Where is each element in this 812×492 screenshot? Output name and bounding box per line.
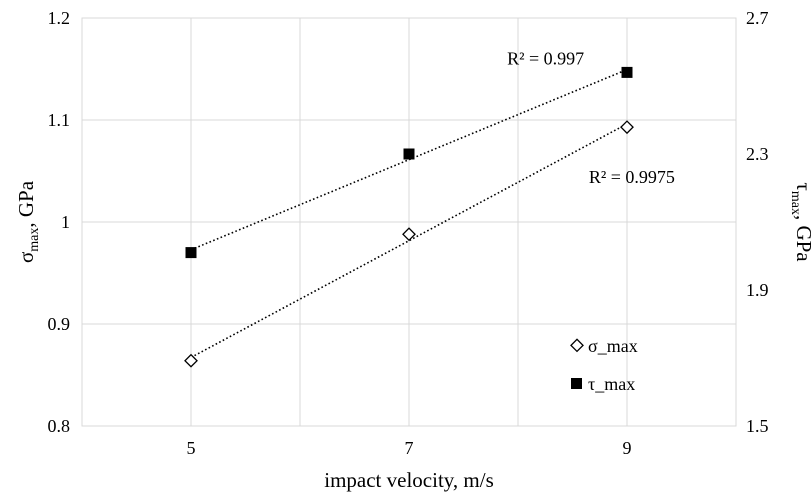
data-markers xyxy=(184,66,634,368)
plot-area-border xyxy=(81,17,737,427)
y-left-tick-label: 0.8 xyxy=(48,416,71,436)
r2-label-sigma: R² = 0.9975 xyxy=(589,167,675,187)
y-right-tick-label: 1.9 xyxy=(746,280,769,300)
x-tick-label: 7 xyxy=(405,438,414,458)
trendline-tau xyxy=(190,68,628,251)
y-left-tick-label: 1.1 xyxy=(48,110,71,130)
gridlines xyxy=(82,17,736,427)
trendline-sigma xyxy=(190,123,628,359)
tau-point xyxy=(185,247,197,259)
y-right-tick-label: 2.3 xyxy=(746,144,769,164)
legend-marker-tau xyxy=(571,378,582,389)
x-tick-labels: 5 7 9 xyxy=(187,438,632,458)
y-right-tick-labels: 1.5 1.9 2.3 2.7 xyxy=(746,8,769,436)
y-left-axis-title: σmax, GPa xyxy=(14,180,42,263)
sigma-point xyxy=(402,227,416,242)
sigma-point xyxy=(620,120,634,135)
trendlines xyxy=(190,68,628,359)
sigma-point xyxy=(184,353,198,368)
legend-marker-sigma xyxy=(570,338,584,353)
y-left-tick-label: 1 xyxy=(61,212,70,232)
legend-label-sigma: σ_max xyxy=(588,336,638,356)
tau-point xyxy=(403,148,415,160)
y-right-axis-title: τmax, GPa xyxy=(788,182,812,262)
r2-labels: R² = 0.9975 R² = 0.997 xyxy=(507,48,675,187)
y-left-tick-label: 0.9 xyxy=(48,314,71,334)
r2-label-tau: R² = 0.997 xyxy=(507,48,584,68)
y-right-tick-label: 1.5 xyxy=(746,416,769,436)
x-tick-label: 5 xyxy=(187,438,196,458)
y-left-tick-label: 1.2 xyxy=(48,8,71,28)
tau-point xyxy=(621,66,633,78)
x-tick-label: 9 xyxy=(623,438,632,458)
legend-label-tau: τ_max xyxy=(588,374,635,394)
y-right-tick-label: 2.7 xyxy=(746,8,769,28)
legend: σ_max τ_max xyxy=(570,336,638,394)
x-axis-title: impact velocity, m/s xyxy=(324,468,494,492)
y-left-tick-labels: 0.8 0.9 1 1.1 1.2 xyxy=(48,8,71,436)
